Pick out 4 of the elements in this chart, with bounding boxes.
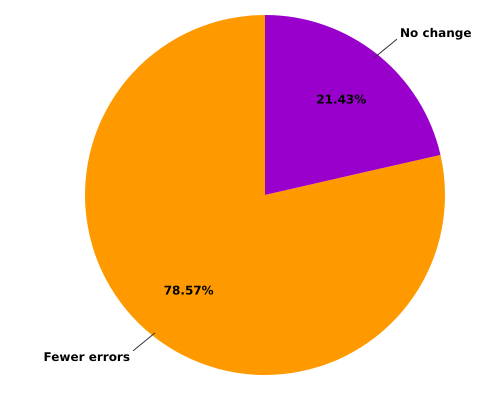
data-label: 78.57% [164,284,214,298]
slice-label: Fewer errors [44,350,130,364]
data-label: 21.43% [316,92,366,106]
slice-label: No change [400,26,472,40]
